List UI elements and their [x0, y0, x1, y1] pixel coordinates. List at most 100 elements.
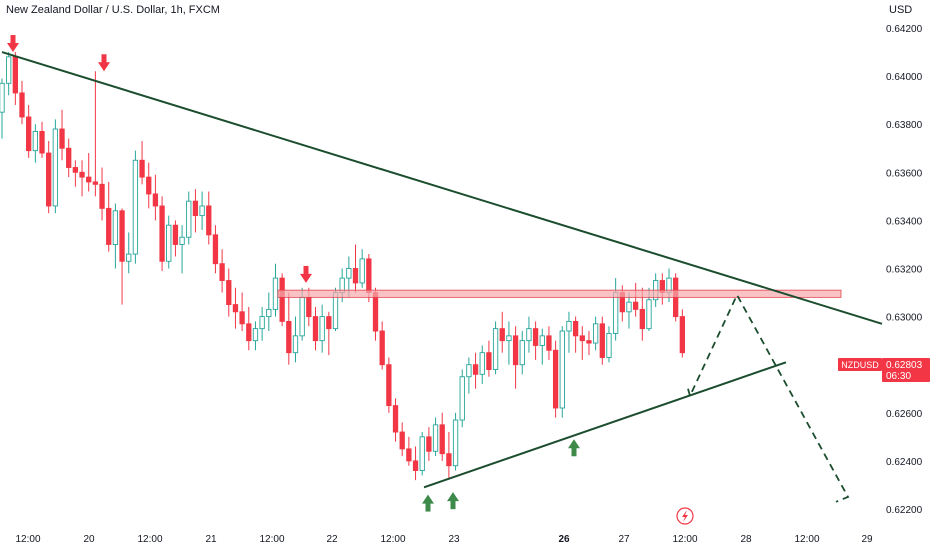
candle: [226, 268, 232, 317]
candle: [166, 215, 172, 269]
candle-body: [119, 210, 125, 262]
candle: [592, 316, 599, 351]
candle: [612, 278, 619, 341]
candle-body: [272, 277, 279, 310]
candle: [26, 104, 32, 158]
arrow-down-marker-icon: [7, 35, 19, 53]
candle: [0, 78, 5, 139]
candle: [86, 153, 92, 192]
x-tick-label: 28: [740, 534, 752, 545]
candle-body: [466, 364, 472, 378]
candle: [479, 345, 485, 384]
arrow-shaft: [10, 35, 16, 45]
candle: [586, 331, 592, 356]
candle: [659, 273, 665, 305]
candle-body: [146, 176, 152, 195]
candle-body: [39, 130, 45, 154]
candle: [6, 52, 12, 96]
candle-body: [92, 181, 99, 185]
candle: [119, 208, 125, 305]
candle-body: [279, 277, 285, 322]
candle-body: [426, 436, 432, 452]
candle: [279, 273, 285, 327]
y-tick-label: 0.62200: [886, 505, 923, 516]
symbol-tag-label: NZDUSD: [841, 360, 879, 370]
arrow-head: [568, 439, 580, 449]
y-tick-label: 0.63400: [886, 216, 923, 227]
chart-title: New Zealand Dollar / U.S. Dollar, 1h, FX…: [6, 4, 220, 16]
candle-body: [246, 323, 252, 342]
candle-body: [199, 205, 205, 217]
candle-body: [366, 258, 372, 294]
candle-body: [412, 460, 419, 471]
candle-body: [72, 167, 79, 173]
candle-body: [592, 323, 599, 344]
arrow-head: [300, 273, 312, 283]
candle-body: [479, 352, 485, 375]
x-tick-label: 12:00: [672, 534, 697, 545]
candle-body: [6, 56, 12, 84]
candle: [206, 191, 212, 245]
candle-body: [232, 304, 239, 313]
candle: [99, 167, 105, 221]
candle-body: [432, 424, 439, 452]
candle: [79, 160, 85, 197]
arrow-head: [7, 43, 19, 53]
arrow-head: [447, 492, 459, 502]
candle-body: [206, 205, 212, 236]
candle-body: [299, 296, 305, 337]
candle: [172, 220, 179, 257]
x-tick-label: 12:00: [259, 534, 284, 545]
candle-body: [386, 364, 392, 407]
y-tick-label: 0.63200: [886, 265, 923, 276]
candle-body: [586, 340, 592, 344]
y-tick-label: 0.62400: [886, 457, 923, 468]
candle-body: [372, 292, 379, 332]
candle: [199, 191, 205, 231]
candle-body: [379, 330, 385, 366]
candle-body: [112, 210, 119, 245]
candle: [386, 357, 392, 413]
candle: [499, 311, 505, 353]
x-tick-label: 12:00: [15, 534, 40, 545]
candle: [72, 160, 79, 187]
candle-body: [252, 328, 259, 342]
candle-body: [399, 431, 405, 450]
candle: [552, 340, 559, 418]
candle-body: [126, 253, 132, 262]
candle: [12, 52, 18, 105]
candle-body: [486, 352, 492, 370]
resistance-zone: [277, 289, 842, 298]
candle-body: [519, 340, 525, 366]
candle-body: [606, 332, 612, 358]
arrow-head: [98, 62, 110, 72]
candle: [399, 422, 405, 457]
candle: [246, 306, 252, 351]
candle: [259, 306, 265, 341]
candle: [466, 357, 472, 394]
candle: [572, 316, 579, 353]
candle-body: [312, 316, 319, 342]
x-tick-label: 21: [205, 534, 217, 545]
arrow-shaft: [101, 54, 107, 64]
candle-body: [46, 152, 52, 207]
candle-body: [219, 263, 225, 281]
candle-body: [472, 364, 479, 375]
candle-body: [352, 268, 359, 284]
candle: [139, 141, 145, 185]
candle: [152, 174, 159, 221]
candle: [132, 150, 139, 264]
candle: [406, 436, 412, 466]
arrow-shaft: [571, 447, 577, 457]
candle-body: [346, 268, 352, 279]
candle: [532, 321, 539, 360]
candle-body: [326, 316, 332, 330]
candle: [352, 244, 359, 293]
candle: [379, 321, 385, 370]
candle-body: [59, 128, 65, 149]
candle-body: [626, 301, 632, 313]
descending-trendline: [1, 51, 883, 325]
candle: [46, 141, 52, 214]
candle: [492, 321, 499, 375]
